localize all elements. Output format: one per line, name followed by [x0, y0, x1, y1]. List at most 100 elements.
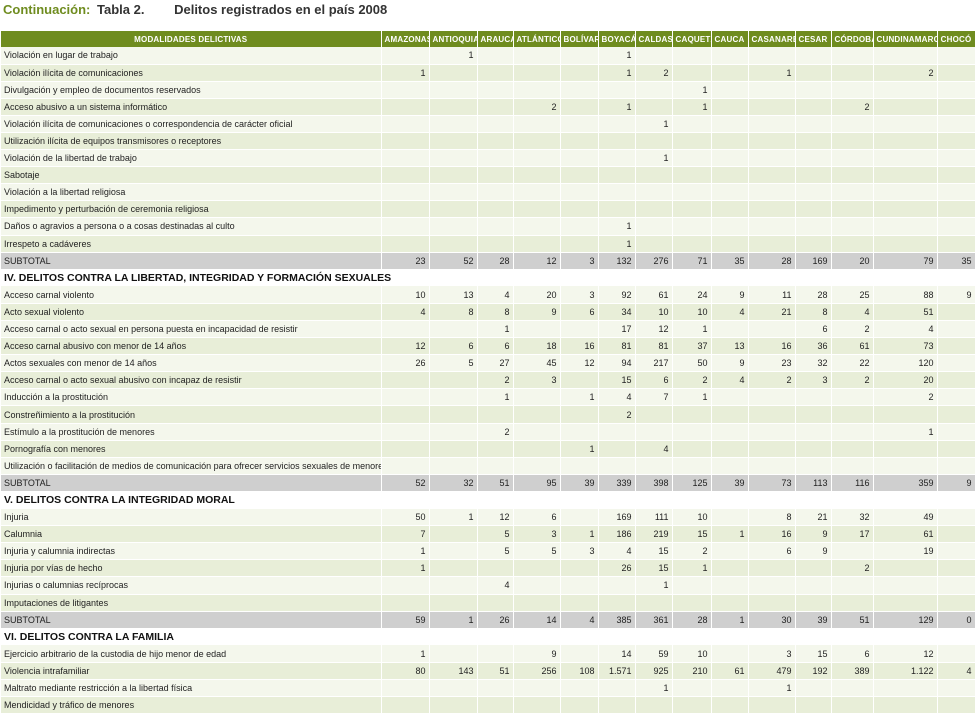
cell-value [598, 440, 636, 458]
cell-value: 6 [795, 320, 832, 339]
cell-value [598, 679, 636, 698]
column-header: CAQUETÁ [672, 31, 712, 47]
cell-value [477, 64, 514, 82]
subtotal-row: SUBTOTAL 52 32 51 95 39 339 398 125 39 73 113 116 359… [1, 474, 976, 492]
cell-value: 10 [672, 645, 712, 663]
cell-value: 398 [635, 474, 673, 492]
cell-value [711, 645, 749, 663]
cell-value [795, 235, 832, 253]
cell-value [598, 576, 636, 595]
cell-value [635, 183, 673, 202]
cell-value [711, 200, 749, 219]
cell-value [711, 423, 749, 441]
cell-value: 94 [598, 354, 636, 373]
cell-value: 61 [873, 525, 938, 544]
cell-value [429, 645, 478, 663]
cell-value: 26 [381, 354, 430, 373]
cell-value: 143 [429, 662, 478, 680]
row-label: Violación ilícita de comunicaciones o co… [1, 115, 382, 133]
cell-value: 26 [477, 611, 514, 629]
table-row: Daños o agravios a persona o a cosas des… [1, 217, 976, 236]
cell-value: 6 [429, 337, 478, 356]
cell-value: 186 [598, 525, 636, 544]
cell-value [937, 423, 976, 441]
cell-value: 3 [513, 371, 561, 390]
cell-value [937, 166, 976, 185]
cell-value [429, 542, 478, 561]
section-header-row: V. DELITOS CONTRA LA INTEGRIDAD MORAL [1, 491, 976, 509]
cell-value [381, 423, 430, 441]
cell-value [672, 457, 712, 475]
cell-value: 1 [381, 64, 430, 82]
cell-value [831, 47, 874, 65]
row-label: Ejercicio arbitrario de la custodia de h… [1, 645, 382, 663]
cell-value [831, 388, 874, 407]
cell-value [513, 457, 561, 475]
cell-value [477, 559, 514, 578]
column-header: CASANARE [748, 31, 796, 47]
cell-value [560, 559, 599, 578]
cell-value [937, 303, 976, 322]
cell-value [381, 183, 430, 202]
cell-value [560, 149, 599, 168]
cell-value [937, 405, 976, 424]
cell-value: 4 [381, 303, 430, 322]
cell-value [560, 576, 599, 595]
cell-value: 3 [560, 252, 599, 270]
cell-value [672, 576, 712, 595]
cell-value: 2 [873, 388, 938, 407]
cell-value: 45 [513, 354, 561, 373]
cell-value: 1 [635, 679, 673, 698]
cell-value [711, 47, 749, 65]
row-label: Utilización ilícita de equipos transmiso… [1, 132, 382, 151]
cell-value: 1 [672, 98, 712, 116]
cell-value [513, 183, 561, 202]
cell-value: 12 [635, 320, 673, 339]
cell-value [635, 132, 673, 151]
cell-value [635, 696, 673, 715]
cell-value: 79 [873, 252, 938, 270]
cell-value [560, 594, 599, 612]
cell-value [635, 47, 673, 65]
cell-value [937, 696, 976, 715]
cell-value: 2 [831, 320, 874, 339]
cell-value: 2 [831, 559, 874, 578]
cell-value [711, 594, 749, 612]
row-label: Injuria y calumnia indirectas [1, 542, 382, 561]
cell-value [560, 47, 599, 65]
cell-value [598, 166, 636, 185]
cell-value [711, 166, 749, 185]
cell-value [672, 440, 712, 458]
cell-value: 116 [831, 474, 874, 492]
cell-value: 1 [635, 149, 673, 168]
column-header: CESAR [795, 31, 832, 47]
table-row: Violación ilícita de comunicaciones 1 1 2 1 2 [1, 64, 976, 82]
cell-value: 34 [598, 303, 636, 322]
cell-value [381, 457, 430, 475]
cell-value: 1 [560, 525, 599, 544]
cell-value: 4 [598, 542, 636, 561]
row-label: Injurias o calumnias recíprocas [1, 576, 382, 595]
cell-value [748, 405, 796, 424]
cell-value: 6 [748, 542, 796, 561]
cell-value: 339 [598, 474, 636, 492]
cell-value: 12 [513, 252, 561, 270]
cell-value: 52 [381, 474, 430, 492]
cell-value: 1 [598, 235, 636, 253]
cell-value [937, 337, 976, 356]
cell-value [937, 81, 976, 99]
cell-value: 25 [831, 286, 874, 304]
cell-value [635, 166, 673, 185]
cell-value: 12 [560, 354, 599, 373]
cell-value: 3 [795, 371, 832, 390]
cell-value: 3 [560, 542, 599, 561]
cell-value: 1 [748, 64, 796, 82]
table-row: Mendicidad y tráfico de menores [1, 696, 976, 715]
cell-value [873, 576, 938, 595]
cell-value: 169 [598, 508, 636, 527]
cell-value [381, 47, 430, 65]
cell-value [795, 217, 832, 236]
cell-value [560, 320, 599, 339]
cell-value: 80 [381, 662, 430, 680]
cell-value [748, 457, 796, 475]
